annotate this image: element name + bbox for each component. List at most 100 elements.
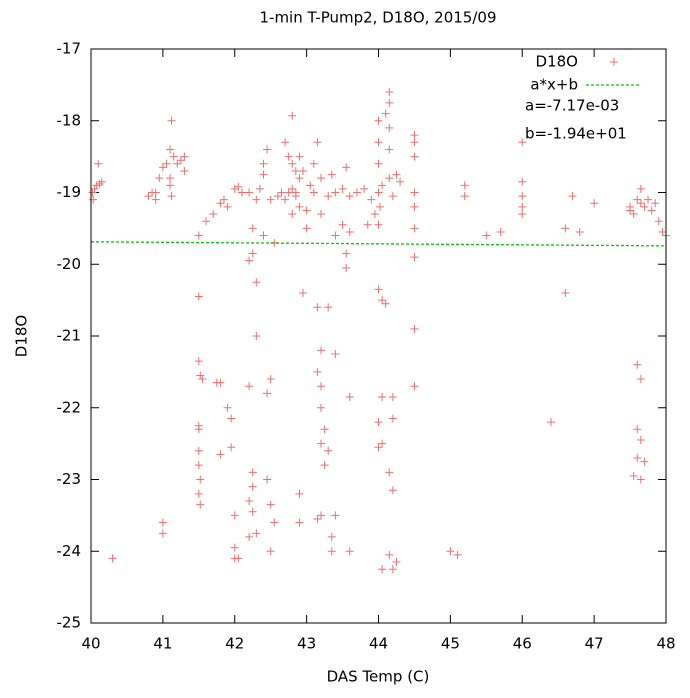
point: [381, 299, 390, 308]
point: [636, 436, 645, 445]
point: [309, 188, 318, 197]
point: [234, 182, 243, 191]
point: [281, 138, 290, 147]
point: [327, 547, 336, 556]
point: [166, 174, 175, 183]
point: [568, 192, 577, 201]
y-tick-label: -21: [57, 327, 82, 345]
point: [633, 360, 642, 369]
point: [180, 152, 189, 161]
point: [410, 138, 419, 147]
point: [367, 195, 376, 204]
point: [453, 550, 462, 559]
chart-title: 1-min T-Pump2, D18O, 2015/09: [259, 9, 496, 27]
point: [223, 202, 232, 211]
point: [410, 202, 419, 211]
point: [194, 231, 203, 240]
point: [317, 403, 325, 412]
point: [196, 371, 205, 380]
point: [385, 98, 394, 107]
point: [194, 421, 203, 430]
point: [223, 403, 232, 412]
x-tick-label: 44: [369, 635, 388, 653]
point: [230, 543, 239, 552]
point: [331, 231, 340, 240]
point: [144, 192, 153, 201]
point: [320, 425, 329, 434]
point: [227, 414, 236, 423]
y-tick-label: -23: [57, 470, 82, 488]
point: [313, 367, 322, 376]
point: [636, 375, 645, 384]
point: [388, 486, 397, 495]
point: [518, 138, 527, 147]
point: [212, 378, 221, 387]
legend-marker: [610, 58, 618, 66]
point: [108, 554, 117, 563]
point: [482, 231, 491, 240]
point: [518, 177, 527, 186]
point: [338, 184, 347, 193]
legend-label: D18O: [536, 53, 578, 71]
point: [345, 227, 354, 236]
y-tick-label: -25: [57, 614, 82, 632]
point: [327, 170, 336, 179]
point: [248, 224, 257, 233]
point: [388, 192, 397, 201]
point: [317, 439, 325, 448]
point: [291, 192, 300, 201]
point: [219, 195, 228, 204]
point: [446, 547, 455, 556]
point: [410, 253, 419, 262]
point: [196, 500, 205, 509]
y-tick-label: -18: [57, 111, 82, 129]
fit-line: [90, 241, 667, 247]
point: [299, 288, 308, 297]
point: [575, 227, 584, 236]
point: [295, 174, 304, 183]
point: [216, 199, 225, 208]
point: [281, 195, 290, 204]
point: [169, 152, 178, 161]
point: [352, 188, 361, 197]
point: [345, 392, 354, 401]
point: [636, 475, 645, 484]
point: [209, 210, 218, 219]
y-tick-label: -17: [57, 40, 82, 58]
point: [309, 159, 318, 168]
point: [629, 210, 638, 219]
point: [248, 482, 257, 491]
x-tick-label: 46: [513, 635, 532, 653]
point: [234, 554, 243, 563]
point: [331, 349, 340, 358]
point: [266, 547, 275, 556]
point: [252, 278, 261, 287]
point: [259, 159, 268, 168]
point: [374, 116, 383, 125]
point: [252, 529, 261, 538]
point: [317, 382, 325, 391]
point: [378, 181, 387, 190]
y-tick-label: -24: [57, 542, 82, 560]
point: [202, 217, 210, 226]
point: [518, 192, 527, 201]
x-tick-label: 40: [81, 635, 100, 653]
point: [266, 375, 275, 384]
point: [313, 303, 322, 312]
y-tick-label: -22: [57, 398, 82, 416]
point: [363, 220, 372, 229]
point: [90, 184, 99, 193]
point: [647, 206, 656, 215]
point: [167, 116, 176, 125]
point: [270, 518, 279, 527]
point: [636, 184, 645, 193]
point: [277, 188, 286, 197]
point: [198, 375, 207, 384]
point: [259, 231, 268, 240]
point: [162, 159, 171, 168]
point: [345, 547, 354, 556]
x-tick-label: 42: [225, 635, 244, 653]
